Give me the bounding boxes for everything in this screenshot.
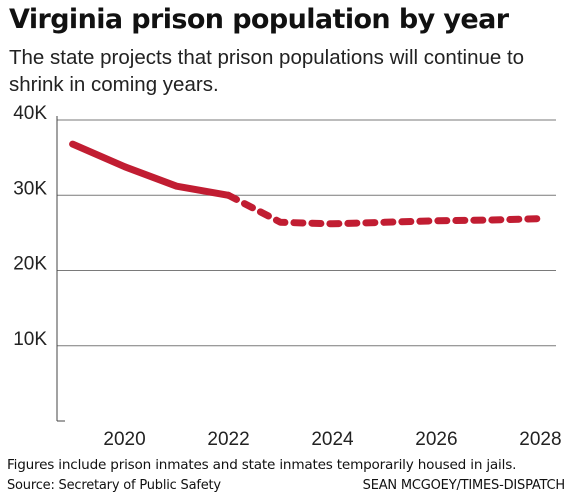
chart-source: Source: Secretary of Public Safety xyxy=(7,478,221,493)
y-tick-label: 10K xyxy=(13,329,47,350)
gridlines xyxy=(57,119,556,347)
line-chart: 10K 20K 30K 40K 2020 2022 2024 2026 2028 xyxy=(13,103,561,450)
axes xyxy=(56,116,65,422)
y-tick-label: 30K xyxy=(13,178,47,199)
projected-series-line xyxy=(225,191,544,228)
data-series xyxy=(69,140,544,228)
y-tick-label: 20K xyxy=(13,254,47,275)
x-tick-label: 2026 xyxy=(415,429,457,450)
x-tick-label: 2022 xyxy=(207,429,249,450)
chart-credit: SEAN MCGOEY/TIMES-DISPATCH xyxy=(362,478,566,493)
chart-title: Virginia prison population by year xyxy=(9,4,509,35)
x-tick-label: 2020 xyxy=(103,429,145,450)
chart-footnote: Figures include prison inmates and state… xyxy=(7,457,517,473)
y-tick-label: 40K xyxy=(13,103,47,124)
x-tick-label: 2024 xyxy=(311,429,354,450)
chart-subtitle: The state projects that prison populatio… xyxy=(9,46,525,96)
x-tick-label: 2028 xyxy=(519,429,561,450)
actual-series-line xyxy=(69,140,232,199)
tick-labels: 10K 20K 30K 40K 2020 2022 2024 2026 2028 xyxy=(13,103,561,450)
